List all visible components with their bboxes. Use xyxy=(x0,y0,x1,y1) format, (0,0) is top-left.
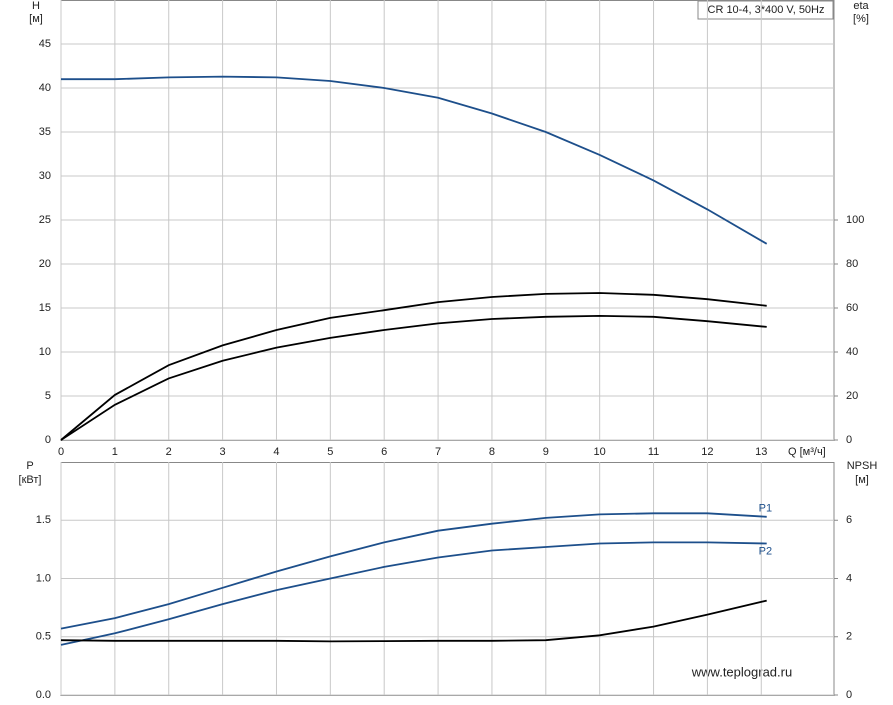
watermark: www.teplograd.ru xyxy=(691,664,792,679)
x-tick-label: 10 xyxy=(594,446,606,458)
y-tick-label: 30 xyxy=(39,170,51,182)
y2-tick-label: 2 xyxy=(846,631,852,643)
y-tick-label: 5 xyxy=(45,390,51,402)
y2-axis-label: eta xyxy=(853,0,869,12)
y2-tick-label: 0 xyxy=(846,689,852,701)
y2-axis-unit: [%] xyxy=(853,13,869,25)
x-tick-label: 0 xyxy=(58,446,64,458)
y2-tick-label: 20 xyxy=(846,390,858,402)
x-tick-label: 11 xyxy=(648,446,659,458)
x-axis-label: Q [м³/ч] xyxy=(788,446,826,458)
x-tick-label: 2 xyxy=(166,446,172,458)
x-tick-label: 4 xyxy=(273,446,279,458)
series-line xyxy=(60,314,767,441)
y-tick-label: 0.0 xyxy=(36,689,51,701)
x-tick-label: 12 xyxy=(701,446,713,458)
x-tick-label: 3 xyxy=(220,446,226,458)
series-label: P2 xyxy=(759,545,772,557)
series-line xyxy=(61,75,768,245)
x-tick-label: 13 xyxy=(755,446,767,458)
y2-tick-label: 100 xyxy=(846,214,864,226)
x-tick-label: 5 xyxy=(327,446,333,458)
series-line xyxy=(60,512,767,630)
x-tick-label: 8 xyxy=(489,446,495,458)
y2-tick-label: 80 xyxy=(846,258,858,270)
y-tick-label: 1.0 xyxy=(36,572,51,584)
y2-tick-label: 4 xyxy=(846,572,852,584)
y-axis-label: H xyxy=(32,0,40,12)
x-tick-label: 6 xyxy=(381,446,387,458)
y-tick-label: 35 xyxy=(39,126,51,138)
y-tick-label: 25 xyxy=(39,214,51,226)
y-tick-label: 1.5 xyxy=(36,514,51,526)
x-tick-label: 9 xyxy=(543,446,549,458)
y2-tick-label: 40 xyxy=(846,346,858,358)
series-line xyxy=(60,599,767,643)
y2-axis-label: NPSH xyxy=(847,460,878,472)
series-line xyxy=(60,292,767,441)
y-tick-label: 0.5 xyxy=(36,631,51,643)
y-tick-label: 0 xyxy=(45,434,51,446)
series-label: P1 xyxy=(759,503,772,515)
y-tick-label: 15 xyxy=(39,302,51,314)
y-axis-unit: [кВт] xyxy=(19,474,42,486)
y-tick-label: 40 xyxy=(39,82,51,94)
y-tick-label: 45 xyxy=(39,38,51,50)
series-line xyxy=(60,541,767,646)
chart-title: CR 10-4, 3*400 V, 50Hz xyxy=(708,4,825,16)
y2-tick-label: 0 xyxy=(846,434,852,446)
y2-tick-label: 60 xyxy=(846,302,858,314)
y2-tick-label: 6 xyxy=(846,514,852,526)
y-axis-unit: [м] xyxy=(29,13,43,25)
y2-axis-unit: [м] xyxy=(855,474,869,486)
y-axis-label: P xyxy=(26,460,33,472)
y-tick-label: 20 xyxy=(39,258,51,270)
x-tick-label: 7 xyxy=(435,446,441,458)
y-tick-label: 10 xyxy=(39,346,51,358)
x-tick-label: 1 xyxy=(112,446,118,458)
